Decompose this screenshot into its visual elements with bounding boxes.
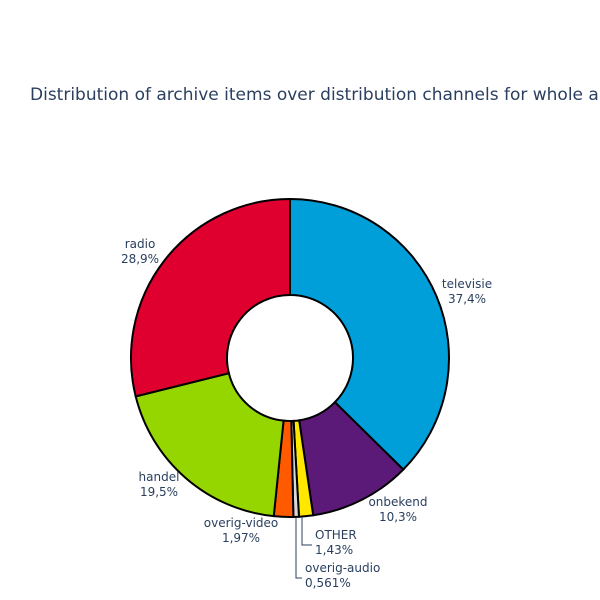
- slice-label: radio 28,9%: [121, 237, 159, 266]
- slice: [289, 197, 450, 471]
- slice-label: overig-video 1,97%: [204, 516, 279, 545]
- slice-label: overig-audio 0,561%: [305, 561, 380, 590]
- slice: [134, 372, 285, 518]
- chart-title: Distribution of archive items over distr…: [30, 85, 600, 105]
- slice-value: 28,9%: [121, 252, 159, 266]
- slice-value: 1,97%: [222, 531, 260, 545]
- slice-name: handel: [139, 470, 180, 484]
- slice-value: 37,4%: [448, 292, 486, 306]
- slice-name: OTHER: [315, 528, 357, 542]
- slice-name: televisie: [442, 277, 492, 291]
- slice-name: onbekend: [368, 495, 427, 509]
- slice-name: radio: [125, 237, 156, 251]
- slice-value: 10,3%: [379, 510, 417, 524]
- slice-name: overig-video: [204, 516, 279, 530]
- slice-value: 19,5%: [140, 485, 178, 499]
- slice-name: overig-audio: [305, 561, 380, 575]
- slice: [130, 197, 291, 398]
- leader-line: [301, 517, 312, 546]
- leader-line: [295, 518, 302, 579]
- slice-value: 1,43%: [315, 543, 353, 557]
- slice-label: OTHER 1,43%: [315, 528, 357, 557]
- slice-label: handel 19,5%: [139, 470, 180, 499]
- slice-label: televisie 37,4%: [442, 277, 492, 306]
- slice-label: onbekend 10,3%: [368, 495, 427, 524]
- slice-value: 0,561%: [305, 576, 351, 590]
